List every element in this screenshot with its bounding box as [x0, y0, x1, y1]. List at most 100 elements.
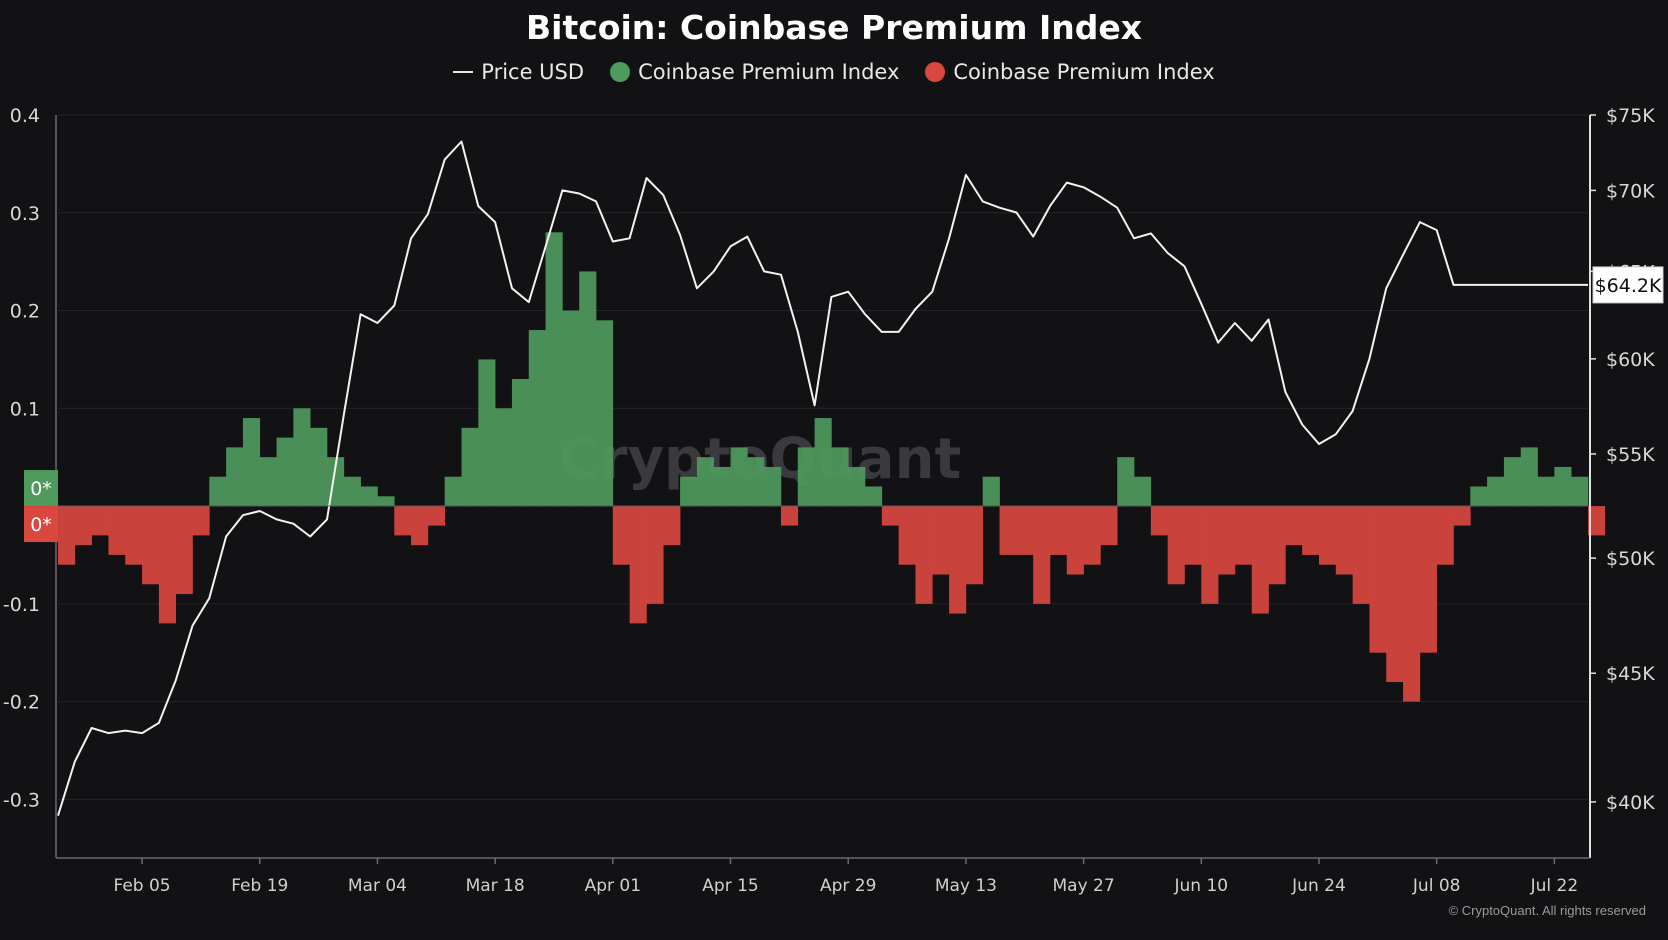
premium-bar [1251, 506, 1269, 614]
premium-bar [1066, 506, 1084, 575]
premium-bar [1403, 506, 1421, 702]
chart-legend: Price USD Coinbase Premium Index Coinbas… [0, 60, 1668, 84]
x-tick-label: Jun 10 [1173, 876, 1228, 896]
premium-bar [1150, 506, 1168, 536]
right-tick-label: $75K [1606, 105, 1655, 127]
premium-bar [125, 506, 143, 565]
price-line-layer [57, 140, 1588, 816]
premium-bar [461, 427, 479, 507]
premium-bar [898, 506, 916, 565]
x-tick-label: Feb 05 [113, 876, 170, 896]
premium-bar [394, 506, 412, 536]
premium-bar [1503, 457, 1522, 507]
premium-bar [831, 447, 849, 507]
premium-bar [377, 496, 395, 507]
premium-bar [1352, 506, 1370, 604]
premium-bar [562, 310, 580, 507]
premium-bar [360, 486, 378, 507]
right-tick-label: $50K [1606, 548, 1655, 570]
zero-label-positive: 0* [30, 478, 52, 500]
premium-bar [1100, 506, 1118, 546]
premium-bar [1201, 506, 1219, 604]
left-tick-label: 0.3 [10, 203, 40, 225]
x-tick-label: May 13 [935, 876, 997, 896]
premium-bar [1302, 506, 1320, 555]
premium-bar [579, 271, 597, 507]
x-tick-label: May 27 [1053, 876, 1115, 896]
legend-item-premium-positive[interactable]: Coinbase Premium Index [610, 60, 899, 84]
premium-bar [411, 506, 429, 546]
premium-bar [242, 418, 261, 507]
premium-bar [74, 506, 92, 546]
premium-bar [444, 476, 462, 507]
premium-bar [1537, 476, 1555, 507]
premium-bar [915, 506, 933, 604]
legend-label-premium-negative: Coinbase Premium Index [953, 60, 1215, 84]
legend-line-swatch [453, 71, 474, 73]
legend-item-premium-negative[interactable]: Coinbase Premium Index [925, 60, 1215, 84]
premium-bar [293, 408, 311, 507]
premium-bar [545, 232, 563, 507]
premium-bar [663, 506, 681, 546]
premium-bar [696, 457, 715, 507]
premium-bar [1453, 506, 1471, 526]
copyright-text: © CryptoQuant. All rights reserved [1448, 903, 1646, 918]
x-tick-label: Jul 22 [1530, 876, 1579, 896]
x-tick-label: Apr 15 [702, 876, 758, 896]
premium-bar [1117, 457, 1135, 507]
left-tick-label: 0.1 [10, 398, 40, 420]
premium-bar [1016, 506, 1034, 555]
premium-bar [528, 330, 546, 507]
premium-bar [192, 506, 210, 536]
legend-label-price: Price USD [481, 60, 585, 84]
zero-badge-positive [24, 470, 58, 507]
x-tick-label: Jul 08 [1412, 876, 1461, 896]
premium-bar [1470, 486, 1488, 507]
premium-bar [730, 447, 748, 507]
right-tick-label: $70K [1606, 180, 1655, 202]
zero-label-negative: 0* [30, 514, 52, 536]
premium-bar [1033, 506, 1051, 604]
legend-dot-green [610, 62, 631, 82]
last-price-badge [1592, 266, 1664, 304]
zero-badge-negative [24, 506, 58, 543]
x-tick-label: Feb 19 [231, 876, 288, 896]
premium-bar [1571, 476, 1589, 507]
premium-bar [1083, 506, 1101, 565]
chart-title: Bitcoin: Coinbase Premium Index [525, 8, 1143, 47]
premium-bar [495, 408, 513, 507]
premium-bar [780, 506, 799, 526]
right-tick-label: $45K [1606, 663, 1655, 685]
premium-bar [58, 506, 76, 565]
premium-bar [848, 466, 866, 507]
premium-bar [999, 506, 1017, 555]
legend-dot-red [925, 62, 946, 82]
premium-bar [276, 437, 294, 507]
premium-bar [1268, 506, 1286, 585]
premium-bar [713, 466, 731, 507]
premium-bar [612, 506, 630, 565]
premium-bar [881, 506, 899, 526]
x-tick-label: Mar 18 [466, 876, 525, 896]
right-tick-label: $40K [1606, 792, 1655, 814]
premium-bar [226, 447, 244, 507]
premium-bar [427, 506, 446, 526]
premium-bar [1134, 476, 1152, 507]
x-tick-label: Jun 24 [1291, 876, 1346, 896]
legend-label-premium-positive: Coinbase Premium Index [638, 60, 900, 84]
premium-bar [1167, 506, 1185, 585]
grid-lines [58, 114, 1588, 800]
legend-item-price[interactable]: Price USD [453, 60, 584, 84]
premium-bar [478, 359, 496, 507]
premium-bar [1318, 506, 1337, 565]
premium-bar [91, 506, 109, 536]
premium-bar [209, 476, 227, 507]
premium-bar [259, 457, 277, 507]
premium-bar [1335, 506, 1353, 575]
premium-bar [1436, 506, 1454, 565]
premium-bar [747, 457, 765, 507]
left-tick-label: -0.3 [3, 789, 40, 811]
premium-bar [932, 506, 950, 575]
premium-bar [1588, 506, 1606, 536]
